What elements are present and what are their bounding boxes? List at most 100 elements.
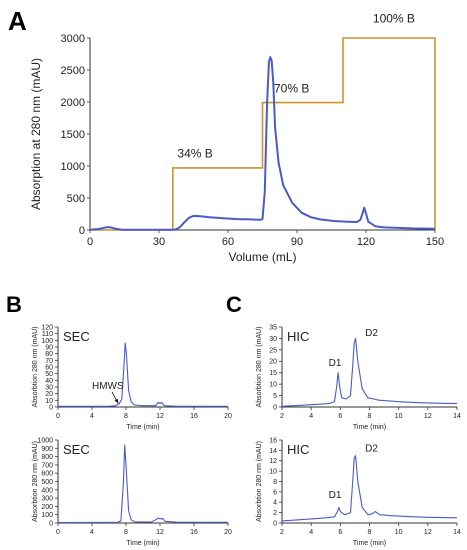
y-tick-label: 800 [41,454,53,461]
x-tick-label: 8 [368,413,372,420]
y-tick-label: 15 [269,370,277,377]
x-tick-label: 60 [222,236,234,248]
y-axis-label: Absorbtion 280 nm (mAU) [32,441,39,522]
x-tick-label: 120 [357,236,375,248]
panel-label-c: C [226,292,242,317]
data-series-line [58,342,228,407]
y-tick-label: 6 [273,489,277,496]
y-tick-label: 20 [269,359,277,366]
y-tick-label: 1000 [61,161,85,173]
y-tick-label: 2 [273,510,277,517]
x-tick-label: 0 [56,529,60,536]
gradient-step-line [90,37,436,231]
y-tick-label: 90 [45,344,53,351]
annotation-label: 100% B [373,12,415,26]
x-tick-label: 10 [395,413,403,420]
y-tick-label: 4 [273,500,277,507]
x-tick-label: 12 [156,529,164,536]
annotation-arrow-head [114,398,119,404]
x-tick-label: 12 [424,413,432,420]
y-tick-label: 50 [45,371,53,378]
x-tick-label: 2 [280,413,284,420]
chart-b-bottom: 0 4 8 12 16 200100200300400500600700800900100… [32,437,232,547]
y-tick-label: 30 [45,384,53,391]
y-tick-label: 16 [269,437,277,444]
y-tick-label: 700 [41,462,53,469]
x-tick-label: 4 [309,413,313,420]
y-tick-label: 1500 [61,129,85,141]
y-tick-label: 500 [67,193,85,205]
y-tick-label: 0 [79,225,85,237]
x-axis-label: Time (min) [353,424,386,431]
x-axis-label: Time (min) [126,540,159,547]
chart-c-top: 2 4 6 8 10 12 14 0 5 10 15 20 25 30 35 Time (min) Absorb… [256,324,461,431]
x-tick-label: 14 [453,413,461,420]
y-tick-label: 500 [41,479,53,486]
annotation-label: 34% B [177,147,212,161]
panel-label-a: A [8,6,27,36]
y-tick-label: 30 [269,336,277,343]
y-tick-label: 200 [41,504,53,511]
y-axis-label: Absorbtion 280 nm (mAU) [256,327,263,408]
chart-title: SEC [63,442,90,457]
y-axis-label: Absorbtion 280 nm (mAU) [256,441,263,522]
x-tick-label: 6 [338,529,342,536]
y-tick-label: 70 [45,358,53,365]
x-tick-label: 6 [338,413,342,420]
y-tick-label: 10 [269,382,277,389]
y-tick-label: 0 [273,404,277,411]
y-tick-label: 14 [269,448,277,455]
annotation-label: HMWS [92,381,124,392]
x-axis-label: Time (min) [353,540,386,547]
y-tick-label: 5 [273,393,277,400]
data-series-line [57,444,229,524]
y-tick-label: 2500 [61,65,85,77]
chart-title: HIC [287,329,309,344]
x-tick-label: 14 [453,529,461,536]
y-tick-label: 1000 [37,437,53,444]
y-tick-label: 12 [269,458,277,465]
y-tick-label: 60 [45,364,53,371]
x-tick-label: 8 [124,529,128,536]
x-tick-label: 12 [156,413,164,420]
chart-title: SEC [63,329,90,344]
x-tick-label: 10 [395,529,403,536]
x-tick-label: 20 [224,529,232,536]
chart-a: 0 30 60 90 120 150050010001500200025003000Vol… [29,12,444,264]
annotation-label: 70% B [274,81,309,95]
y-tick-label: 300 [41,496,53,503]
x-tick-label: 4 [90,529,94,536]
y-tick-label: 10 [269,469,277,476]
x-tick-label: 16 [190,413,198,420]
x-tick-label: 16 [190,529,198,536]
x-tick-label: 4 [90,413,94,420]
y-axis-label: Absorbtion 280 nm (mAU) [32,327,39,408]
annotation-label: D1 [329,490,342,501]
y-tick-label: 100 [41,512,53,519]
y-tick-label: 40 [45,378,53,385]
x-axis-label: Volume (mL) [228,250,296,264]
x-tick-label: 0 [56,413,60,420]
y-tick-label: 120 [41,324,53,331]
y-tick-label: 0 [49,520,53,527]
y-tick-label: 900 [41,446,53,453]
y-tick-label: 600 [41,471,53,478]
chart-title: HIC [287,442,309,457]
y-tick-label: 0 [273,520,277,527]
y-tick-label: 2000 [61,97,85,109]
y-tick-label: 100 [41,338,53,345]
x-tick-label: 8 [124,413,128,420]
x-tick-label: 20 [224,413,232,420]
data-series-line [281,455,458,522]
data-series-line [89,56,436,231]
panel-label-b: B [6,292,22,317]
y-tick-label: 25 [269,347,277,354]
x-axis-label: Time (min) [126,424,159,431]
x-tick-label: 4 [309,529,313,536]
annotation-label: D2 [365,443,378,454]
y-tick-label: 10 [45,398,53,405]
annotation-label: D1 [329,358,342,369]
x-tick-label: 30 [153,236,165,248]
